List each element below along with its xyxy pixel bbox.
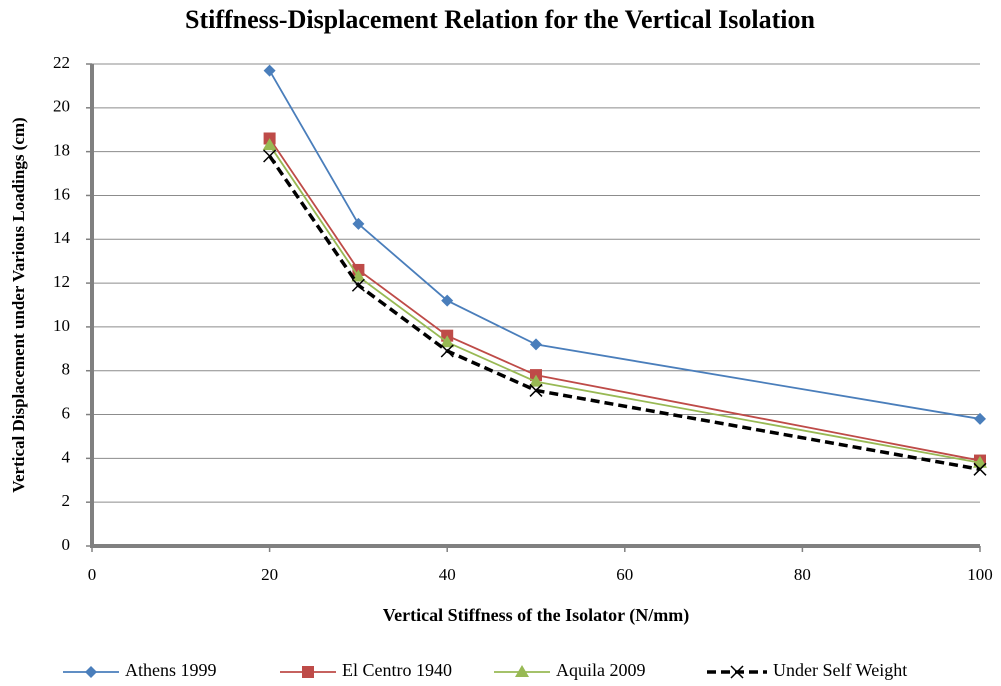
point: [351, 269, 366, 282]
legend-label: Under Self Weight: [773, 660, 907, 680]
y-tick-label: 6: [62, 403, 71, 422]
series-line: [268, 70, 981, 420]
point: [440, 335, 455, 348]
y-tick-label: 10: [53, 316, 70, 335]
legend-marker: [85, 666, 97, 678]
point: [529, 383, 543, 397]
y-tick-label: 2: [62, 491, 71, 510]
legend-label: Athens 1999: [125, 660, 217, 680]
point: [530, 338, 542, 351]
point: [529, 374, 543, 387]
y-tick-label: 0: [62, 535, 71, 554]
y-tick-label: 16: [53, 184, 70, 203]
point: [441, 294, 454, 307]
point: [351, 278, 365, 292]
y-tick-label: 12: [53, 272, 70, 291]
y-tick-label: 14: [53, 228, 71, 247]
x-axis-title: Vertical Stiffness of the Isolator (N/mm…: [383, 605, 689, 626]
point: [263, 64, 276, 77]
chart-title: Stiffness-Displacement Relation for the …: [185, 5, 816, 34]
point: [262, 138, 277, 151]
point: [974, 412, 986, 425]
x-tick-label: 40: [439, 565, 456, 584]
legend-label: Aquila 2009: [556, 660, 646, 680]
point: [973, 462, 987, 476]
x-tick-label: 0: [88, 565, 97, 584]
legend-marker: [515, 665, 529, 677]
x-tick-label: 80: [794, 565, 811, 584]
y-tick-label: 18: [53, 141, 70, 160]
y-tick-label: 4: [62, 447, 71, 466]
y-tick-label: 20: [53, 97, 70, 116]
series-line: [268, 144, 981, 464]
series-line: [268, 155, 981, 472]
series-line: [268, 137, 981, 462]
y-tick-label: 8: [62, 360, 71, 379]
point: [440, 344, 454, 358]
legend-marker: [730, 665, 744, 679]
x-tick-label: 100: [967, 565, 993, 584]
point: [973, 455, 987, 468]
y-tick-label: 22: [53, 53, 70, 72]
legend-label: El Centro 1940: [342, 660, 452, 680]
x-tick-label: 20: [261, 565, 278, 584]
point: [352, 217, 365, 230]
legend-marker: [302, 666, 314, 678]
point: [263, 149, 277, 163]
y-axis-title: Vertical Displacement under Various Load…: [9, 117, 28, 492]
x-tick-label: 60: [616, 565, 633, 584]
